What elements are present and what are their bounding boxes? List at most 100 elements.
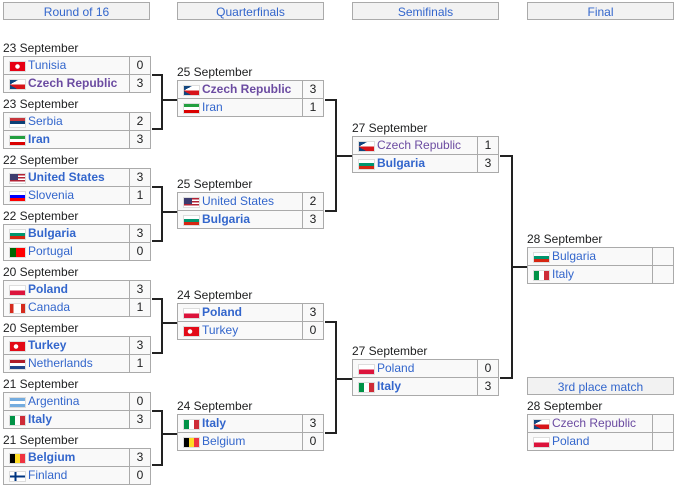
team-link[interactable]: Serbia — [3, 112, 130, 131]
team-link[interactable]: United States — [177, 192, 303, 211]
team-score: 3 — [477, 377, 499, 396]
team-name: Bulgaria — [202, 212, 251, 226]
team-name: Portugal — [28, 244, 73, 258]
team-link[interactable]: Italy — [177, 414, 303, 433]
team-link[interactable]: Czech Republic — [527, 414, 653, 433]
team-link[interactable]: Poland — [527, 432, 653, 451]
poland-flag-icon — [533, 437, 550, 448]
team-link[interactable]: Czech Republic — [177, 80, 303, 99]
team-row: Iran 1 — [177, 98, 325, 117]
team-link[interactable]: Czech Republic — [3, 74, 130, 93]
team-link[interactable]: Bulgaria — [527, 247, 653, 266]
team-score: 3 — [302, 80, 324, 99]
team-name: Czech Republic — [202, 82, 292, 96]
team-row: Czech Republic 1 — [352, 136, 500, 155]
team-name: United States — [28, 170, 105, 184]
team-link[interactable]: Poland — [177, 303, 303, 322]
usa-flag-icon — [183, 197, 200, 208]
team-name: Poland — [552, 434, 590, 448]
finland-flag-icon — [9, 471, 26, 482]
team-link[interactable]: Slovenia — [3, 186, 130, 205]
connector-qf-1 — [325, 99, 352, 212]
team-link[interactable]: Netherlands — [3, 354, 130, 373]
team-row: Bulgaria 3 — [3, 224, 152, 243]
team-link[interactable]: Iran — [3, 130, 130, 149]
team-name: Bulgaria — [28, 226, 77, 240]
team-link[interactable]: Italy — [352, 377, 478, 396]
team-link[interactable]: Canada — [3, 298, 130, 317]
team-row: Netherlands 1 — [3, 354, 152, 373]
turkey-flag-icon — [183, 326, 200, 337]
turkey-flag-icon — [9, 341, 26, 352]
team-name: United States — [202, 194, 275, 208]
team-link[interactable]: Portugal — [3, 242, 130, 261]
team-name: Slovenia — [28, 188, 75, 202]
match-date: 25 September — [177, 177, 253, 191]
connector-qf-2 — [325, 321, 352, 434]
team-link[interactable]: Italy — [3, 410, 130, 429]
team-score: 0 — [129, 466, 151, 485]
team-score — [652, 414, 674, 433]
team-name: Finland — [28, 468, 68, 482]
connector-r16-1 — [152, 74, 177, 130]
team-name: Italy — [202, 416, 227, 430]
team-link[interactable]: Bulgaria — [3, 224, 130, 243]
team-score: 3 — [129, 448, 151, 467]
match-date: 20 September — [3, 265, 79, 279]
italy-flag-icon — [183, 419, 200, 430]
team-score — [652, 247, 674, 266]
team-row: Bulgaria 3 — [352, 154, 500, 173]
team-link[interactable]: Turkey — [177, 321, 303, 340]
team-score: 0 — [477, 359, 499, 378]
team-link[interactable]: Argentina — [3, 392, 130, 411]
team-link[interactable]: Iran — [177, 98, 303, 117]
iran-flag-icon — [9, 135, 26, 146]
team-link[interactable]: Belgium — [3, 448, 130, 467]
argentina-flag-icon — [9, 397, 26, 408]
italy-flag-icon — [9, 415, 26, 426]
czech-flag-icon — [183, 85, 200, 96]
team-link[interactable]: Bulgaria — [352, 154, 478, 173]
connector-r16-3 — [152, 298, 177, 354]
team-score — [652, 432, 674, 451]
team-score: 3 — [302, 210, 324, 229]
team-row: Iran 3 — [3, 130, 152, 149]
match-date: 28 September — [527, 232, 603, 246]
header-final: Final — [527, 2, 674, 20]
team-name: Italy — [28, 412, 53, 426]
team-row: Italy — [527, 265, 675, 284]
team-row: Poland 0 — [352, 359, 500, 378]
team-name: Turkey — [202, 323, 239, 337]
team-link[interactable]: Belgium — [177, 432, 303, 451]
match-date: 20 September — [3, 321, 79, 335]
team-link[interactable]: Czech Republic — [352, 136, 478, 155]
team-name: Argentina — [28, 394, 80, 408]
team-link[interactable]: Turkey — [3, 336, 130, 355]
team-link[interactable]: Poland — [352, 359, 478, 378]
match-date: 21 September — [3, 377, 79, 391]
team-name: Czech Republic — [552, 416, 637, 430]
team-row: Portugal 0 — [3, 242, 152, 261]
header-third-place: 3rd place match — [527, 377, 674, 395]
team-row: Italy 3 — [177, 414, 325, 433]
connector-r16-4 — [152, 410, 177, 466]
iran-flag-icon — [183, 103, 200, 114]
team-name: Italy — [377, 379, 402, 393]
team-link[interactable]: Italy — [527, 265, 653, 284]
belgium-flag-icon — [183, 437, 200, 448]
team-score: 1 — [129, 298, 151, 317]
team-score: 1 — [129, 186, 151, 205]
team-score: 1 — [129, 354, 151, 373]
team-row: Poland 3 — [3, 280, 152, 299]
team-link[interactable]: Bulgaria — [177, 210, 303, 229]
team-score: 1 — [302, 98, 324, 117]
team-link[interactable]: Tunisia — [3, 56, 130, 75]
team-link[interactable]: Finland — [3, 466, 130, 485]
team-score: 3 — [129, 224, 151, 243]
match-date: 24 September — [177, 399, 253, 413]
tunisia-flag-icon — [9, 61, 26, 72]
team-link[interactable]: United States — [3, 168, 130, 187]
team-row: Slovenia 1 — [3, 186, 152, 205]
match-date: 27 September — [352, 344, 428, 358]
team-link[interactable]: Poland — [3, 280, 130, 299]
